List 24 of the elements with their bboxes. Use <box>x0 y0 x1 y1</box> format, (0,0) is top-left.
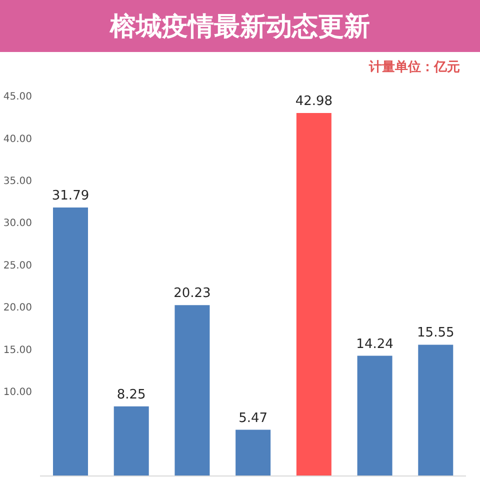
y-tick-label: 40.00 <box>3 134 32 145</box>
bar <box>296 113 332 476</box>
bar <box>357 356 392 476</box>
bar <box>236 430 271 476</box>
y-tick-label: 15.00 <box>3 344 32 356</box>
text: 计量单位：亿元 <box>369 59 460 76</box>
data-label: 20.23 <box>174 286 211 302</box>
chart-title: 榕城疫情最新动态更新 <box>110 10 370 44</box>
y-tick-label: 10.00 <box>3 387 32 398</box>
y-tick-label: 20.00 <box>3 302 32 314</box>
data-label: 5.47 <box>238 410 268 426</box>
bar <box>418 344 454 476</box>
y-tick-label: 30.00 <box>3 218 32 230</box>
bar <box>174 305 210 476</box>
data-label: 8.25 <box>116 387 146 402</box>
data-label: 31.79 <box>52 188 90 204</box>
y-tick-label: 25.00 <box>3 260 32 272</box>
bar <box>114 406 149 476</box>
data-label: 15.55 <box>417 326 454 341</box>
y-tick-label: 35.00 <box>3 176 32 187</box>
y-tick-label: 45.00 <box>3 92 32 103</box>
data-label: 14.24 <box>356 336 394 352</box>
data-label: 42.98 <box>295 94 333 110</box>
bar <box>53 208 88 476</box>
